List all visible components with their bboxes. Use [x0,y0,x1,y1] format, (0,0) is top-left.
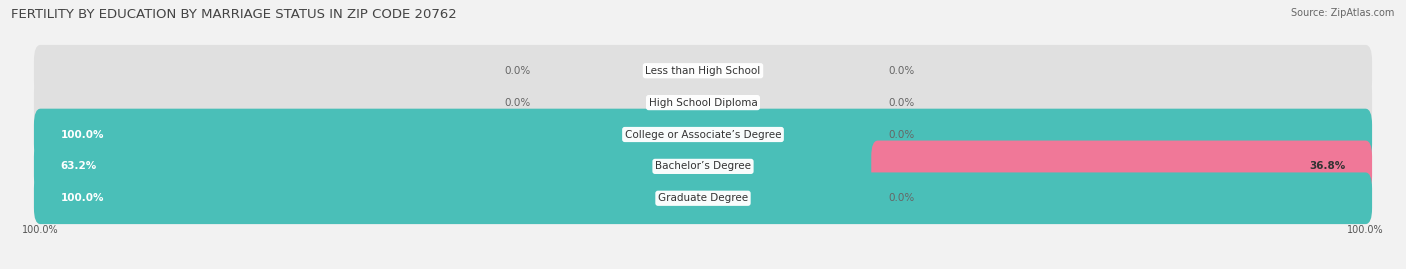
Text: 36.8%: 36.8% [1309,161,1346,171]
FancyBboxPatch shape [34,141,1372,192]
FancyBboxPatch shape [34,77,1372,128]
Text: 0.0%: 0.0% [889,98,915,108]
Text: 0.0%: 0.0% [505,98,531,108]
Text: Source: ZipAtlas.com: Source: ZipAtlas.com [1291,8,1395,18]
Text: 0.0%: 0.0% [889,129,915,140]
Text: High School Diploma: High School Diploma [648,98,758,108]
Text: 0.0%: 0.0% [889,66,915,76]
Text: 63.2%: 63.2% [60,161,97,171]
Text: Bachelor’s Degree: Bachelor’s Degree [655,161,751,171]
Text: 100.0%: 100.0% [60,193,104,203]
Text: College or Associate’s Degree: College or Associate’s Degree [624,129,782,140]
FancyBboxPatch shape [34,172,1372,224]
Text: Graduate Degree: Graduate Degree [658,193,748,203]
Text: 0.0%: 0.0% [889,193,915,203]
FancyBboxPatch shape [34,141,884,192]
FancyBboxPatch shape [872,141,1372,192]
Text: 100.0%: 100.0% [60,129,104,140]
Text: Less than High School: Less than High School [645,66,761,76]
FancyBboxPatch shape [34,109,1372,160]
Text: FERTILITY BY EDUCATION BY MARRIAGE STATUS IN ZIP CODE 20762: FERTILITY BY EDUCATION BY MARRIAGE STATU… [11,8,457,21]
FancyBboxPatch shape [34,109,1372,160]
Text: 0.0%: 0.0% [505,66,531,76]
FancyBboxPatch shape [34,45,1372,97]
FancyBboxPatch shape [34,172,1372,224]
